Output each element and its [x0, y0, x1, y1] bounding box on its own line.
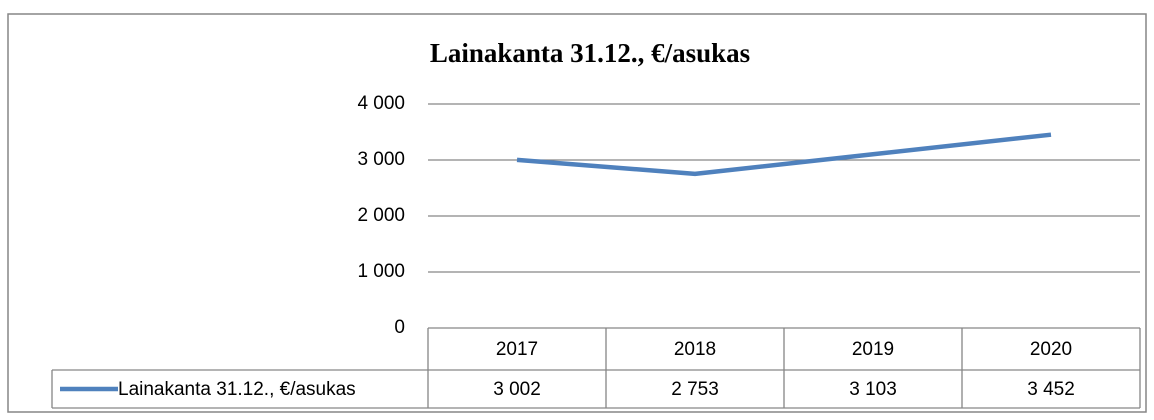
y-tick-label: 3 000 [357, 149, 405, 170]
series-line [516, 132, 1052, 177]
y-tick-label: 1 000 [357, 261, 405, 282]
y-tick-label: 4 000 [357, 93, 405, 114]
legend-label: Lainakanta 31.12., €/asukas [118, 379, 356, 400]
x-tick-label: 2017 [496, 339, 538, 360]
x-tick-label: 2019 [852, 339, 894, 360]
y-tick-label: 0 [394, 317, 405, 338]
x-tick-label: 2018 [674, 339, 716, 360]
x-tick-label: 2020 [1030, 339, 1072, 360]
chart-border [7, 13, 1147, 413]
table-value: 3 452 [1027, 379, 1075, 400]
table-value: 3 002 [493, 379, 541, 400]
y-tick-label: 2 000 [357, 205, 405, 226]
table-value: 2 753 [671, 379, 719, 400]
chart-title: Lainakanta 31.12., €/asukas [430, 38, 750, 68]
table-value: 3 103 [849, 379, 897, 400]
